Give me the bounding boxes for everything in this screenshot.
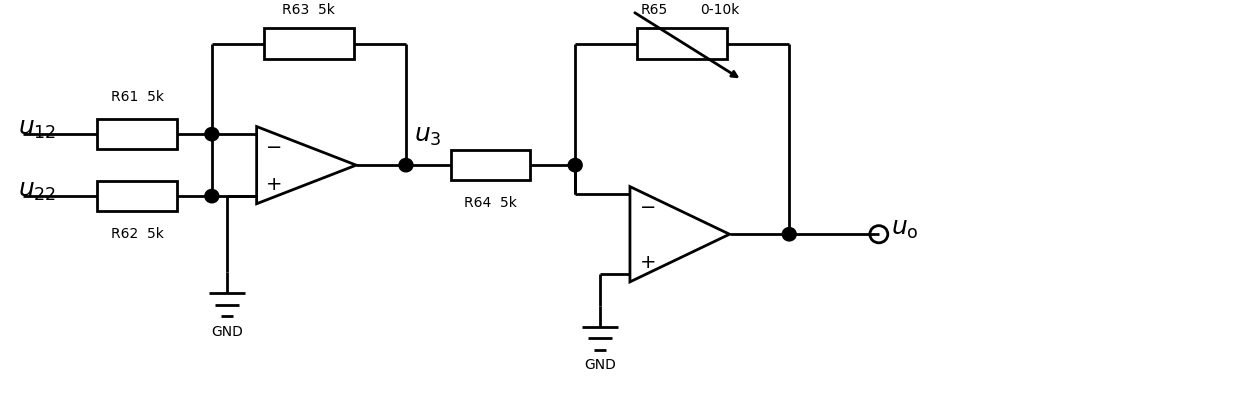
Text: GND: GND: [584, 358, 616, 372]
Text: R65: R65: [641, 3, 668, 17]
Text: $u_{\rm o}$: $u_{\rm o}$: [890, 218, 919, 241]
Text: $-$: $-$: [639, 196, 655, 215]
Text: $u_3$: $u_3$: [414, 125, 441, 148]
Text: R62  5k: R62 5k: [110, 227, 164, 241]
Circle shape: [568, 158, 582, 172]
Text: $u_{22}$: $u_{22}$: [17, 180, 56, 203]
Bar: [637, 28, 727, 59]
Text: $-$: $-$: [265, 136, 281, 155]
Circle shape: [399, 158, 413, 172]
Text: $+$: $+$: [639, 253, 655, 272]
Text: R61  5k: R61 5k: [110, 90, 164, 104]
Bar: [264, 28, 353, 59]
Text: 0-10k: 0-10k: [701, 3, 740, 17]
Circle shape: [205, 190, 218, 203]
Text: $u_{12}$: $u_{12}$: [17, 118, 56, 141]
Bar: [98, 119, 177, 149]
Circle shape: [205, 128, 218, 141]
Bar: [98, 181, 177, 211]
Text: GND: GND: [211, 325, 243, 339]
Text: R64  5k: R64 5k: [464, 196, 517, 209]
Text: R63  5k: R63 5k: [283, 3, 335, 17]
Text: $+$: $+$: [265, 175, 281, 194]
Circle shape: [782, 227, 796, 241]
Bar: [451, 150, 531, 180]
